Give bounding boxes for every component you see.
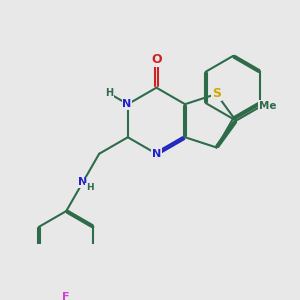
Text: H: H (105, 88, 113, 98)
Text: N: N (122, 99, 132, 109)
Text: S: S (212, 88, 221, 100)
Text: N: N (78, 177, 87, 188)
Text: H: H (86, 183, 94, 192)
Text: F: F (62, 292, 70, 300)
Text: N: N (152, 149, 161, 159)
Text: Me: Me (259, 101, 277, 111)
Text: O: O (151, 53, 162, 66)
